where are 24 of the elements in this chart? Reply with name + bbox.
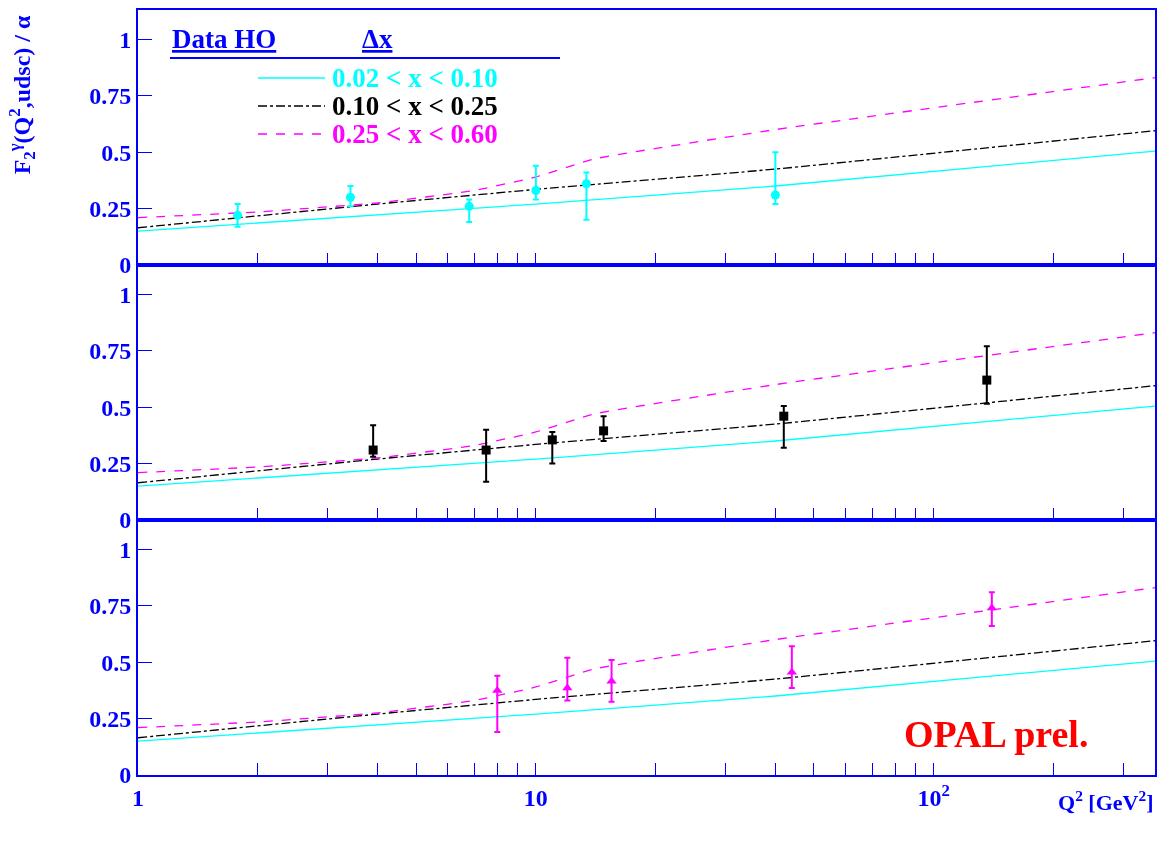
x-tick-label: 10 <box>523 784 548 811</box>
y-tick-label: 1 <box>119 26 132 53</box>
y-tick-label: 0.5 <box>101 139 132 166</box>
y-tick-label: 0.25 <box>89 705 132 732</box>
y-tick-label: 0.25 <box>89 195 132 222</box>
y-tick-label: 1 <box>119 536 132 563</box>
y-tick-label: 0.75 <box>89 338 132 365</box>
y-tick-label: 0.75 <box>89 83 132 110</box>
text: Data HO <box>172 24 277 54</box>
legend-label: 0.10 < x < 0.25 <box>332 91 498 121</box>
legend-label: 0.25 < x < 0.60 <box>332 119 498 149</box>
y-tick-label: 0.5 <box>101 394 132 421</box>
y-tick-label: 0.75 <box>89 593 132 620</box>
x-tick-label: 10$^{2}$ <box>917 780 950 811</box>
x-axis-title: Q$^{2}$ [GeV$^{2}$] <box>1058 787 1154 816</box>
legend-label: 0.02 < x < 0.10 <box>332 63 498 93</box>
y-tick-label: 0.25 <box>89 450 132 477</box>
y-tick-label: 0 <box>119 252 132 279</box>
y-tick-label: 0.5 <box>101 649 132 676</box>
annotation: OPAL prel. <box>904 713 1089 755</box>
y-tick-label: 0 <box>119 762 132 789</box>
text: Δx <box>362 24 393 54</box>
y-tick-label: 1 <box>119 281 132 308</box>
y-tick-label: 0 <box>119 507 132 534</box>
